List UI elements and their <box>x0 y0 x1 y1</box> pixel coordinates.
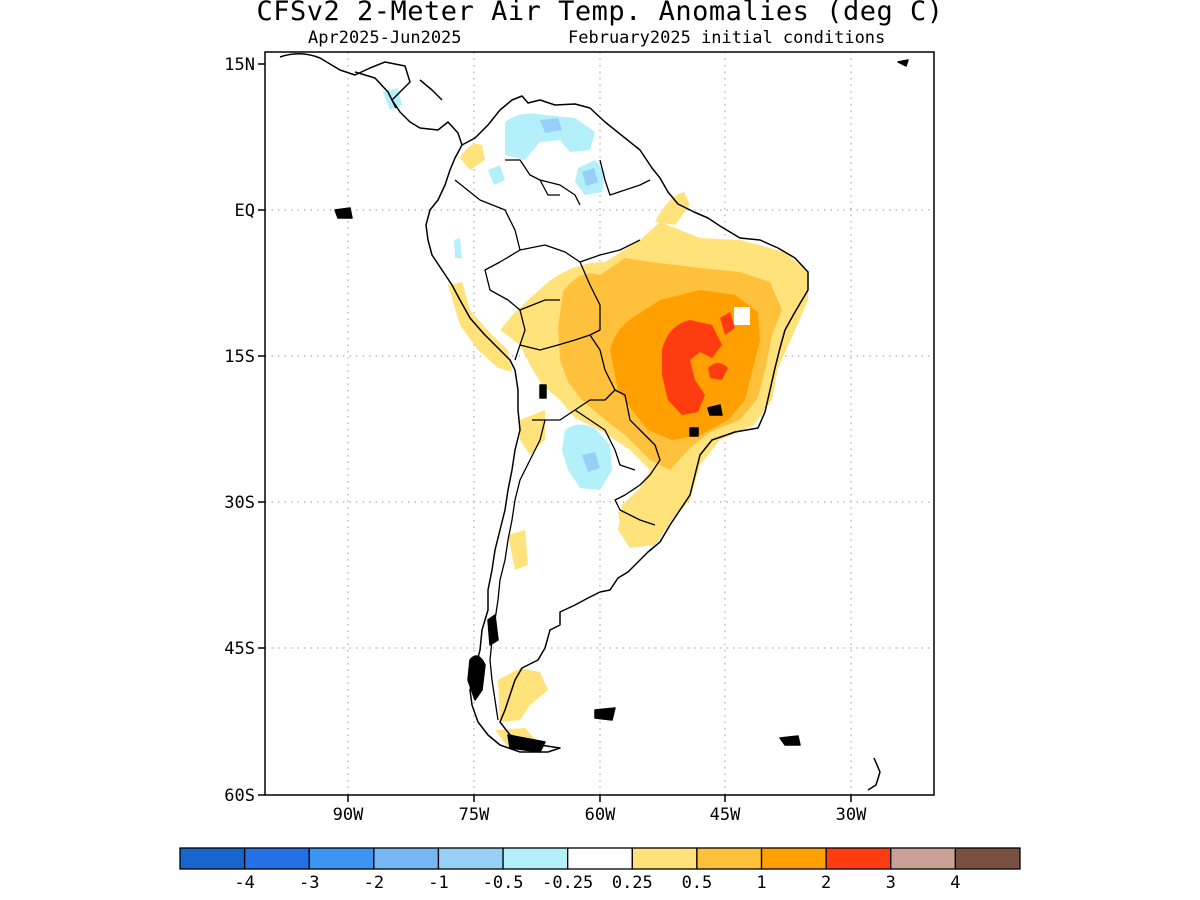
lon-label: 90W <box>333 805 364 825</box>
lat-label: 30S <box>224 493 255 513</box>
lon-label: 45W <box>710 805 741 825</box>
anomaly-2-small-b <box>720 312 735 335</box>
colorbar-label: -3 <box>299 873 319 893</box>
lat-label: EQ <box>235 201 255 221</box>
colorbar-label: 1 <box>756 873 766 893</box>
lon-label: 60W <box>585 805 616 825</box>
colorbar-label: 0.5 <box>682 873 713 893</box>
anomaly-0-25-peru <box>448 282 512 372</box>
colorbar-label: -4 <box>234 873 254 893</box>
colorbar-label: -2 <box>364 873 384 893</box>
colorbar-label: 0.25 <box>612 873 653 893</box>
missing-data-cell <box>734 307 750 325</box>
colorbar-labels: -4 -3 -2 -1 -0.5 -0.25 0.25 0.5 1 2 3 4 <box>234 873 960 893</box>
colorbar-label: 2 <box>821 873 831 893</box>
map-title: CFSv2 2-Meter Air Temp. Anomalies (deg C… <box>256 0 944 27</box>
colorbar-swatch <box>567 847 633 870</box>
anomaly-shading <box>383 88 808 750</box>
colorbar-label: 3 <box>886 873 896 893</box>
colorbar-swatch <box>631 847 698 870</box>
colorbar-swatch <box>373 847 440 870</box>
south-america-coast <box>425 95 809 753</box>
lat-label: 45S <box>224 639 255 659</box>
colorbar-swatch <box>825 847 892 870</box>
anomaly-0-25-north-coast <box>655 192 690 225</box>
lon-label: 30W <box>836 805 867 825</box>
anomaly-0-25-patagonia <box>498 668 548 722</box>
coastlines <box>279 53 909 791</box>
anomaly-2 <box>662 320 722 415</box>
anomaly-neg-guyana-core <box>582 168 598 186</box>
colorbar-swatch <box>890 847 957 870</box>
colorbar-label: -0.25 <box>542 873 593 893</box>
anomaly-neg-paraguay-core <box>582 452 600 472</box>
initial-conditions: February2025 initial conditions <box>568 28 886 48</box>
anomaly-0-25-uruguay <box>618 508 655 540</box>
anomaly-neg-ecuador <box>454 238 462 258</box>
colorbar-label: 4 <box>950 873 960 893</box>
forecast-period: Apr2025-Jun2025 <box>308 28 462 48</box>
colorbar-swatch <box>243 847 310 870</box>
colorbar-swatch <box>954 847 1021 870</box>
lat-label: 15N <box>224 55 255 75</box>
lat-label: 60S <box>224 786 255 806</box>
anomaly-2-small <box>708 363 728 380</box>
colorbar-swatch <box>437 847 504 870</box>
anomaly-neg-venezuela <box>505 113 595 160</box>
colorbar-label: -0.5 <box>483 873 524 893</box>
colorbar-swatch <box>502 847 569 870</box>
colorbar-label: -1 <box>428 873 448 893</box>
anomaly-0-25-chile <box>508 530 528 570</box>
colorbar-swatch <box>760 847 827 870</box>
country-borders <box>454 159 661 721</box>
anomaly-0-25-colombia <box>460 143 485 170</box>
lon-label: 75W <box>459 805 490 825</box>
anomaly-neg-venezuela-core <box>540 118 562 133</box>
tick-marks <box>258 63 852 802</box>
colorbar-swatch <box>179 847 246 870</box>
colorbar <box>179 847 1021 870</box>
lat-label: 15S <box>224 347 255 367</box>
anomaly-neg-colombia <box>488 165 505 185</box>
colorbar-swatch <box>696 847 763 870</box>
colorbar-swatch <box>308 847 375 870</box>
